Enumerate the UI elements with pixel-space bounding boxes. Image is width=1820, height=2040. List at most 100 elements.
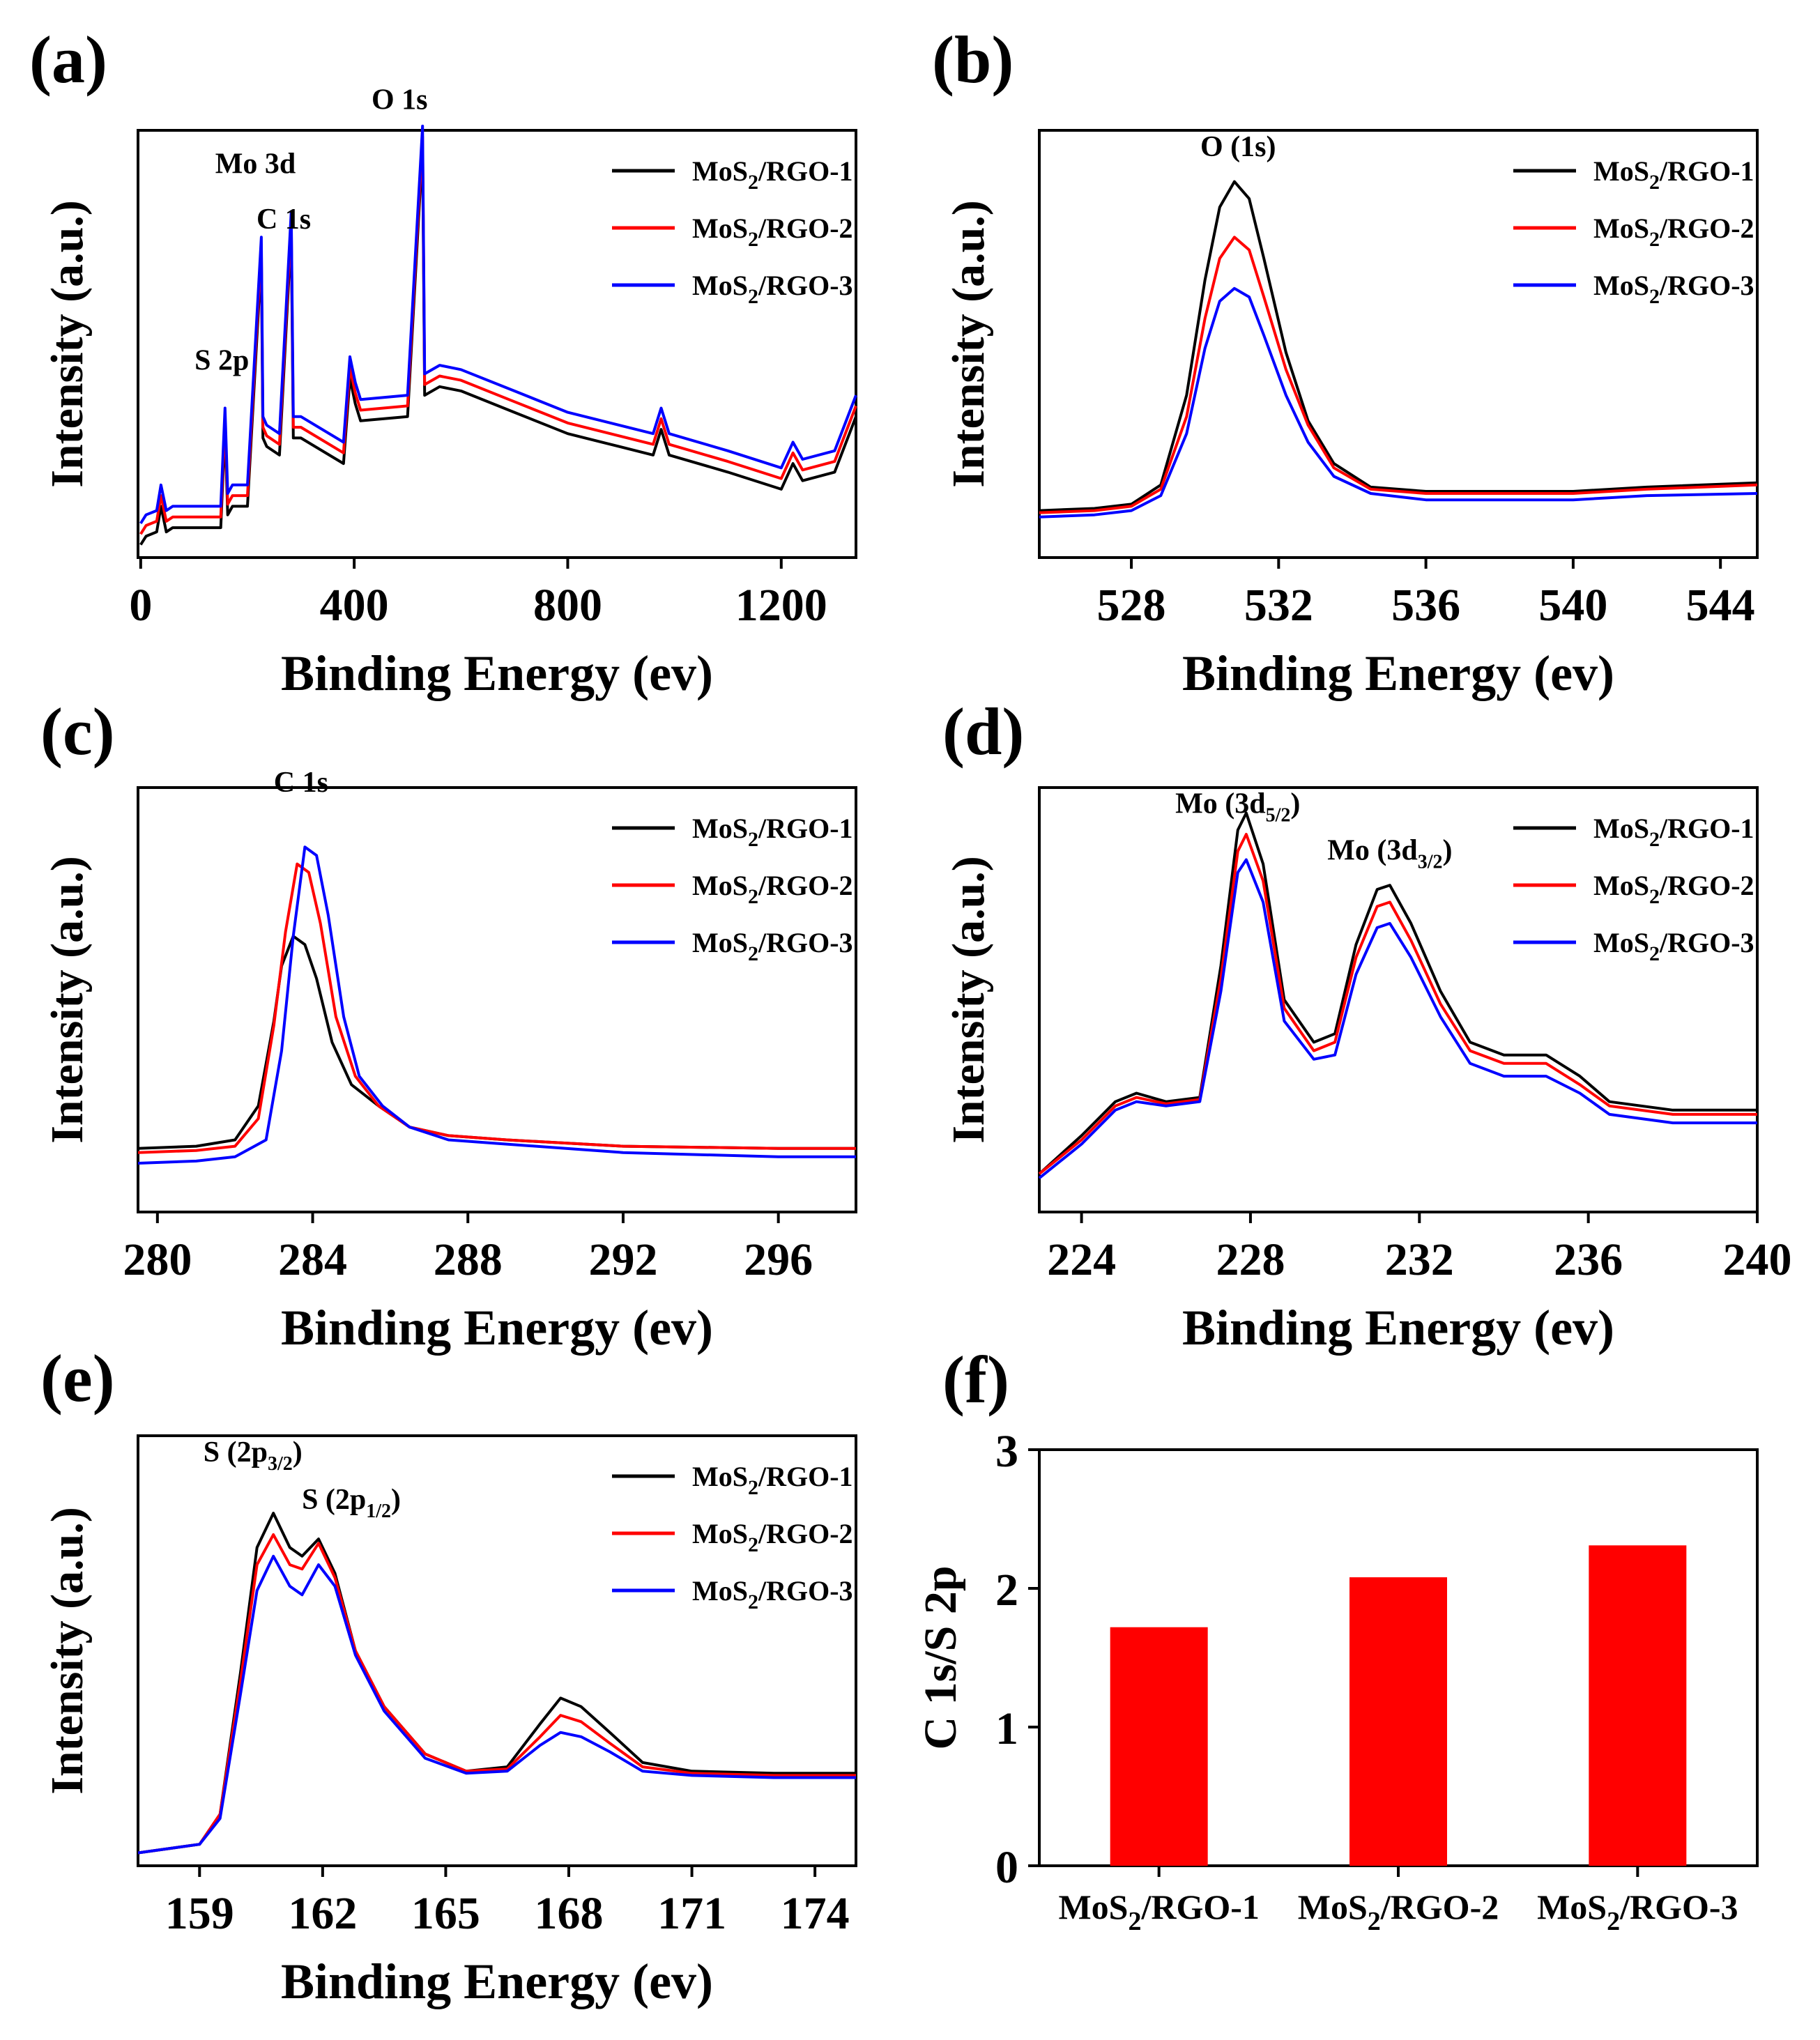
x-axis-label: Binding Energy (ev) [281, 1300, 713, 1356]
text-part: 2 [748, 1590, 758, 1613]
text-part: MoS [1537, 1887, 1607, 1926]
series-line-2 [139, 135, 857, 535]
x-tick-label: 236 [1554, 1234, 1623, 1285]
text-part: MoS [692, 213, 748, 244]
text-part: MoS [1593, 927, 1649, 958]
series-line-2 [1038, 833, 1757, 1175]
text-part: Mo 3d [215, 148, 296, 180]
text-part: O (1s) [1200, 131, 1276, 163]
text-part: /RGO-3 [1659, 270, 1754, 301]
text-part: C 1s [257, 204, 311, 236]
y-tick-label: 3 [995, 1426, 1018, 1477]
text-part: 5/2 [1266, 805, 1291, 827]
plot-frame [137, 786, 857, 1213]
bar-category-label-1: MoS2/RGO-1 [1058, 1887, 1259, 1936]
plot-frame [137, 1434, 857, 1867]
y-axis-label: C 1s/S 2p [915, 1565, 966, 1749]
x-tick-label: 528 [1097, 580, 1166, 631]
text-part: 2 [1649, 285, 1660, 308]
text-part: 2 [748, 942, 758, 965]
peak-annotation-1: C 1s [274, 767, 328, 799]
chart-panel-a: (a) Intensity (a.u.) 0 400 800 1200 Binding En… [29, 22, 857, 701]
text-part: MoS [1058, 1887, 1128, 1926]
y-axis-label: Intensity (a.u.) [42, 1507, 93, 1795]
chart-panel-e: (e) Intensity (a.u.) 159 162 165 168 171 174 Bin… [40, 1341, 857, 2009]
text-part: S (2p [204, 1436, 268, 1468]
text-part: /RGO-1 [758, 1461, 853, 1492]
text-part: 2 [1649, 228, 1660, 251]
x-tick-label: 168 [535, 1888, 604, 1939]
text-part: ) [1443, 835, 1453, 867]
text-part: /RGO-3 [1659, 927, 1754, 958]
legend-entry-1: MoS2/RGO-1 [1593, 813, 1754, 851]
series-line-3 [1038, 858, 1757, 1179]
legend-entry-3: MoS2/RGO-3 [1593, 927, 1754, 965]
x-tick-label: 280 [123, 1234, 192, 1285]
text-part: /RGO-1 [1659, 813, 1754, 844]
bar-1 [1110, 1627, 1208, 1866]
series-line-1 [137, 1512, 856, 1855]
peak-annotation-1: S 2p [194, 344, 249, 376]
text-part: 2 [748, 285, 758, 308]
series-line-2 [137, 1533, 856, 1855]
x-tick-label: 292 [588, 1234, 657, 1285]
panel-label-a: (a) [29, 22, 107, 97]
x-tick-label: 165 [411, 1888, 480, 1939]
text-part: /RGO-2 [758, 1518, 853, 1549]
text-part: /RGO-3 [758, 270, 853, 301]
text-part: MoS [692, 270, 748, 301]
text-part: MoS [692, 870, 748, 901]
x-tick-label: 162 [288, 1888, 357, 1939]
peak-annotation-2: S (2p1/2) [302, 1484, 401, 1522]
x-tick-label: 224 [1047, 1234, 1116, 1285]
text-part: MoS [692, 1461, 748, 1492]
y-tick-label: 0 [995, 1842, 1018, 1893]
text-part: 2 [1368, 1907, 1381, 1936]
chart-panel-d: (d) Intensity (a.u.) 224 228 232 236 240 Bindin… [942, 694, 1792, 1356]
text-part: /RGO-3 [758, 1575, 853, 1606]
y-tick-label: 1 [995, 1703, 1018, 1754]
text-part: /RGO-2 [1380, 1887, 1499, 1926]
series-line-1 [1038, 811, 1757, 1175]
x-tick-label: 284 [278, 1234, 347, 1285]
text-part: /RGO-1 [758, 155, 853, 187]
text-part: ) [1290, 788, 1300, 820]
text-part: MoS [692, 1575, 748, 1606]
x-tick-label: 544 [1686, 580, 1755, 631]
text-part: ) [293, 1436, 303, 1468]
legend-entry-2: MoS2/RGO-2 [1593, 213, 1754, 251]
y-axis-label: Intensity (a.u.) [943, 856, 994, 1144]
x-tick-label: 232 [1385, 1234, 1454, 1285]
plot-frame [1038, 129, 1759, 559]
series-line-1 [1039, 180, 1758, 512]
text-part: MoS [692, 1518, 748, 1549]
x-axis-label: Binding Energy (ev) [1182, 1300, 1614, 1356]
text-part: O 1s [372, 84, 428, 116]
x-tick-label: 400 [320, 580, 389, 631]
legend-entry-3: MoS2/RGO-3 [692, 270, 853, 308]
peak-annotation-4: O 1s [372, 84, 428, 116]
legend-entry-1: MoS2/RGO-1 [692, 1461, 853, 1499]
text-part: 2 [1649, 885, 1660, 908]
text-part: MoS [1593, 213, 1649, 244]
x-tick-label: 536 [1391, 580, 1460, 631]
text-part: /RGO-2 [758, 870, 853, 901]
y-tick-label: 2 [995, 1565, 1018, 1616]
text-part: MoS [1593, 155, 1649, 187]
text-part: 2 [748, 885, 758, 908]
x-axis-label: Binding Energy (ev) [281, 645, 713, 701]
bar-category-label-3: MoS2/RGO-3 [1537, 1887, 1738, 1936]
legend-entry-1: MoS2/RGO-1 [1593, 155, 1754, 194]
text-part: 3/2 [268, 1453, 293, 1475]
text-part: 2 [748, 171, 758, 194]
text-part: 2 [748, 1533, 758, 1556]
series-line-3 [1039, 286, 1758, 519]
x-tick-label: 1200 [735, 580, 827, 631]
text-part: Mo (3d [1327, 835, 1418, 867]
x-tick-label: 240 [1723, 1234, 1792, 1285]
text-part: MoS [1593, 813, 1649, 844]
text-part: MoS [692, 155, 748, 187]
text-part: MoS [1593, 870, 1649, 901]
series-line-2 [137, 862, 856, 1154]
series-line-3 [139, 124, 857, 525]
